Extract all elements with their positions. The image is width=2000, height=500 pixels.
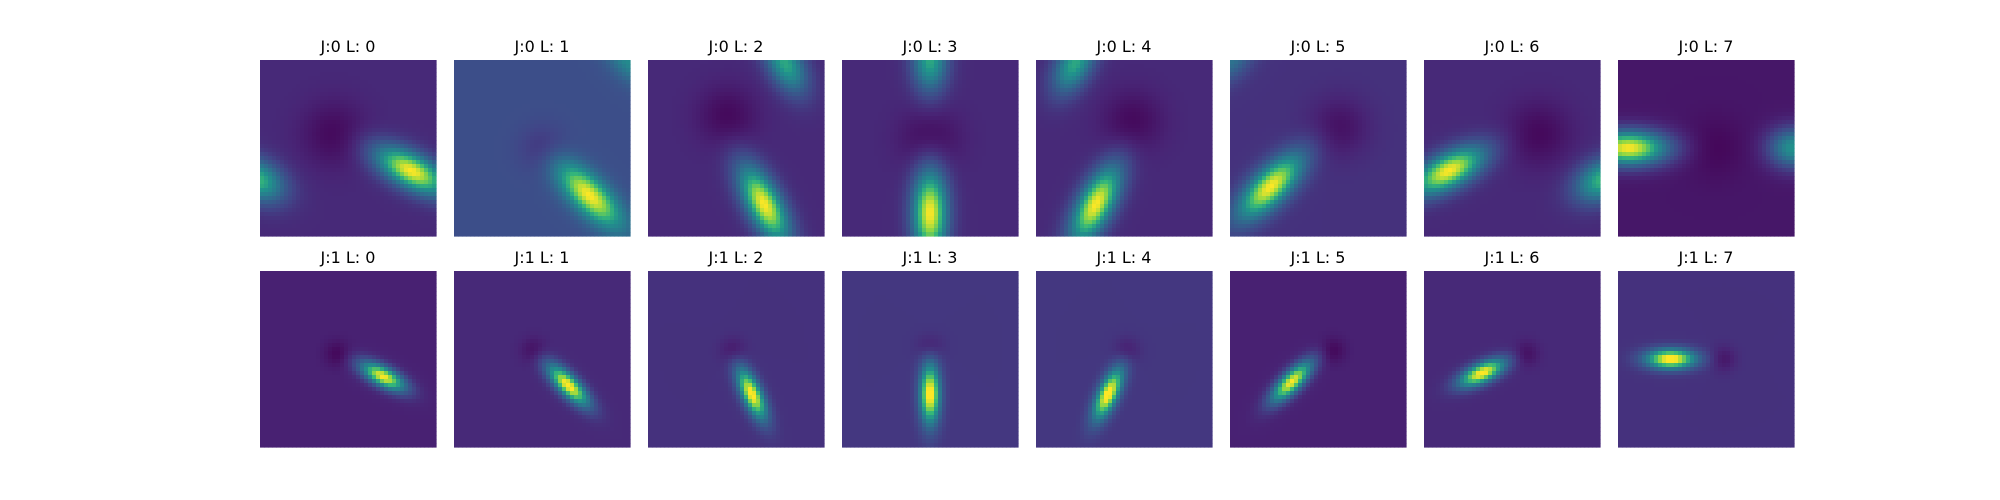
heatmap-panel-j1-l4: J:1 L: 4 bbox=[1036, 248, 1213, 448]
heatmap-image bbox=[454, 60, 631, 237]
panel-title: J:1 L: 6 bbox=[1484, 248, 1540, 267]
heatmap-panel-j0-l2: J:0 L: 2 bbox=[648, 37, 825, 237]
heatmap-image bbox=[1230, 271, 1407, 448]
heatmap-image bbox=[454, 271, 631, 448]
panel-title: J:0 L: 4 bbox=[1096, 37, 1152, 56]
heatmap-image bbox=[842, 60, 1019, 237]
panel-title: J:1 L: 3 bbox=[902, 248, 958, 267]
panel-title: J:0 L: 2 bbox=[708, 37, 764, 56]
heatmap-panel-j1-l2: J:1 L: 2 bbox=[648, 248, 825, 448]
heatmap-panel-j0-l6: J:0 L: 6 bbox=[1424, 37, 1601, 237]
heatmap-image bbox=[1230, 60, 1407, 237]
heatmap-panel-j0-l1: J:0 L: 1 bbox=[454, 37, 631, 237]
heatmap-image bbox=[1424, 60, 1601, 237]
heatmap-panel-j0-l0: J:0 L: 0 bbox=[260, 37, 437, 237]
panel-title: J:1 L: 1 bbox=[514, 248, 570, 267]
panel-title: J:0 L: 7 bbox=[1678, 37, 1734, 56]
heatmap-panel-j1-l3: J:1 L: 3 bbox=[842, 248, 1019, 448]
panel-title: J:1 L: 5 bbox=[1290, 248, 1346, 267]
panel-title: J:1 L: 4 bbox=[1096, 248, 1152, 267]
heatmap-panel-j1-l1: J:1 L: 1 bbox=[454, 248, 631, 448]
heatmap-image bbox=[1618, 60, 1795, 237]
panel-title: J:0 L: 5 bbox=[1290, 37, 1346, 56]
heatmap-image bbox=[260, 271, 437, 448]
heatmap-panel-j1-l0: J:1 L: 0 bbox=[260, 248, 437, 448]
heatmap-panel-j0-l3: J:0 L: 3 bbox=[842, 37, 1019, 237]
heatmap-image bbox=[1036, 271, 1213, 448]
panel-title: J:0 L: 3 bbox=[902, 37, 958, 56]
heatmap-image bbox=[1036, 60, 1213, 237]
panel-title: J:0 L: 6 bbox=[1484, 37, 1540, 56]
heatmap-image bbox=[648, 60, 825, 237]
heatmap-image bbox=[1424, 271, 1601, 448]
panel-title: J:1 L: 7 bbox=[1678, 248, 1734, 267]
heatmap-panel-j1-l6: J:1 L: 6 bbox=[1424, 248, 1601, 448]
panel-title: J:1 L: 0 bbox=[320, 248, 376, 267]
heatmap-image bbox=[842, 271, 1019, 448]
panel-title: J:0 L: 1 bbox=[514, 37, 570, 56]
heatmap-image bbox=[260, 60, 437, 237]
panel-title: J:1 L: 2 bbox=[708, 248, 764, 267]
heatmap-image bbox=[648, 271, 825, 448]
heatmap-image bbox=[1618, 271, 1795, 448]
heatmap-panel-j0-l4: J:0 L: 4 bbox=[1036, 37, 1213, 237]
heatmap-panel-j1-l7: J:1 L: 7 bbox=[1618, 248, 1795, 448]
heatmap-panel-j0-l7: J:0 L: 7 bbox=[1618, 37, 1795, 237]
heatmap-panel-j0-l5: J:0 L: 5 bbox=[1230, 37, 1407, 237]
heatmap-panel-j1-l5: J:1 L: 5 bbox=[1230, 248, 1407, 448]
panel-title: J:0 L: 0 bbox=[320, 37, 376, 56]
